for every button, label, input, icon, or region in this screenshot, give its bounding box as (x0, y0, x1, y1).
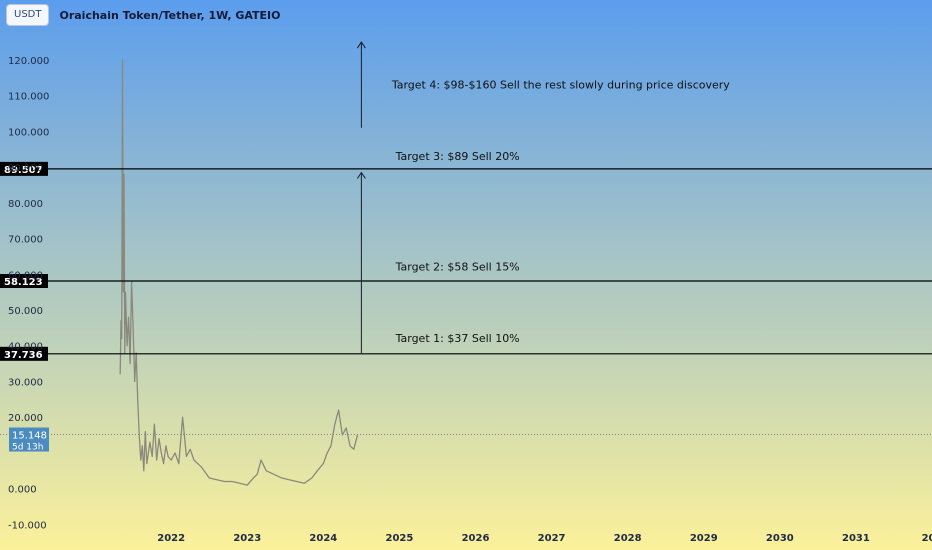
annotations: Target 4: $98-$160 Sell the rest slowly … (391, 79, 730, 346)
y-tick-label: 0.000 (8, 485, 37, 496)
x-tick-label: 2027 (538, 533, 566, 544)
level-label-3: 37.736 (4, 350, 43, 361)
y-tick-label: 60.000 (8, 270, 43, 281)
x-tick-label: 2025 (386, 533, 414, 544)
y-tick-label: 40.000 (8, 342, 43, 353)
x-tick-label: 2029 (690, 533, 718, 544)
symbol-title: Oraichain Token/Tether, 1W, GATEIO (59, 8, 281, 22)
level-label-2: 58.123 (4, 277, 43, 288)
x-tick-label: 2026 (462, 533, 490, 544)
y-tick-label: -10.000 (8, 520, 47, 531)
annotation-4: Target 1: $37 Sell 10% (395, 332, 520, 345)
y-tick-label: 110.000 (8, 92, 49, 103)
y-tick-label: 120.000 (8, 56, 49, 67)
x-tick-label: 2024 (309, 533, 337, 544)
level-badge-3 (0, 346, 48, 361)
x-tick-label: 2023 (233, 533, 261, 544)
current-price-badge (9, 427, 49, 452)
target-levels: 89.507 58.123 37.736 (0, 161, 932, 361)
y-tick-label: 70.000 (8, 235, 43, 246)
y-tick-label: 90.000 (8, 163, 43, 174)
arrow-head-2 (356, 41, 366, 49)
quote-currency-button[interactable]: USDT (6, 4, 50, 26)
arrows (356, 41, 366, 354)
level-badge-1 (0, 161, 48, 176)
y-tick-label: 50.000 (8, 306, 43, 317)
level-label-1: 89.507 (4, 165, 43, 176)
annotation-2: Target 3: $89 Sell 20% (395, 150, 520, 163)
y-tick-label: 100.000 (8, 127, 49, 138)
current-price-label: 15.148 (12, 431, 47, 442)
y-axis: 120.000 110.000 100.000 90.000 80.000 70.000 6… (8, 56, 49, 531)
y-tick-label: 30.000 (8, 377, 43, 388)
y-tick-label: 20.000 (8, 413, 43, 424)
x-axis: 2022 2023 2024 2025 2026 2027 2028 2029 2030 2031… (157, 533, 932, 544)
x-tick-label: 203 (922, 533, 932, 544)
annotation-1: Target 4: $98-$160 Sell the rest slowly … (391, 79, 730, 92)
countdown-label: 5d 13h (12, 443, 43, 453)
level-badge-2 (0, 273, 48, 288)
chart-header: USDT Oraichain Token/Tether, 1W, GATEIO (0, 0, 281, 30)
x-tick-label: 2022 (157, 533, 185, 544)
x-tick-label: 2031 (842, 533, 870, 544)
arrow-head-1 (356, 171, 366, 179)
y-tick-label: 80.000 (8, 199, 43, 210)
annotation-3: Target 2: $58 Sell 15% (395, 261, 520, 274)
x-tick-label: 2030 (766, 533, 794, 544)
x-tick-label: 2028 (614, 533, 642, 544)
